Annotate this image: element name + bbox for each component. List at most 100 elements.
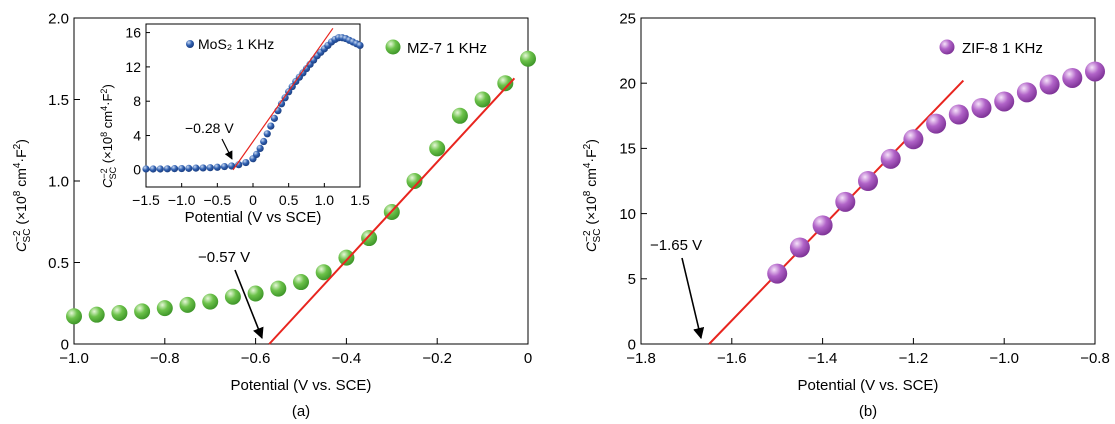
panel-b-frame bbox=[640, 17, 1096, 345]
inset-points bbox=[142, 34, 364, 173]
b-x-tick-label: −1.2 bbox=[899, 350, 929, 367]
i-x-tick-label: 1.0 bbox=[315, 192, 335, 208]
i-x-tick-label: 0 bbox=[249, 192, 257, 208]
b-data-point bbox=[1085, 61, 1105, 82]
panel-a-annotation-arrow bbox=[234, 269, 264, 340]
i-data-point bbox=[206, 164, 214, 172]
panel-a-annotation-label: −0.57 V bbox=[198, 249, 250, 266]
a-x-tick-label: −0.2 bbox=[422, 350, 452, 367]
a-data-point bbox=[451, 107, 468, 124]
a-x-tick-label: −0.8 bbox=[150, 350, 180, 367]
a-data-point bbox=[270, 280, 287, 297]
i-data-point bbox=[228, 162, 236, 170]
b-data-point bbox=[1062, 67, 1083, 88]
a-data-point bbox=[156, 300, 173, 317]
b-y-tick-label: 15 bbox=[619, 141, 636, 158]
a-data-point bbox=[179, 296, 196, 313]
a-x-tick-label: −0.6 bbox=[241, 350, 271, 367]
inset-annotation: −0.28 V bbox=[185, 120, 234, 160]
panel-a-chart: 0 0.5 1.0 1.5 2.0 −1.0 −0.8 −0.6 −0.4 −0.2 0 MZ-7… bbox=[12, 10, 536, 420]
panel-b-fit-line bbox=[708, 79, 965, 345]
panel-b-chart: 0 5 10 15 20 25 −1.8 −1.6 −1.4 −1.2 −1.0 −0.8 ZIF-… bbox=[582, 10, 1110, 420]
a-x-tick-label: −0.4 bbox=[332, 350, 362, 367]
b-data-point bbox=[1039, 74, 1060, 95]
b-data-point bbox=[812, 215, 833, 236]
a-y-tick-label: 1.0 bbox=[48, 173, 69, 190]
i-data-point bbox=[199, 164, 207, 172]
b-y-tick-label: 20 bbox=[619, 75, 636, 92]
inset-annotation-arrow bbox=[221, 138, 233, 160]
inset-annotation-label: −0.28 V bbox=[185, 120, 234, 136]
a-data-point bbox=[134, 303, 151, 320]
i-data-point bbox=[235, 161, 243, 169]
a-data-point bbox=[247, 285, 264, 302]
a-y-tick-label: 2.0 bbox=[48, 10, 69, 27]
i-data-point bbox=[270, 114, 278, 122]
i-data-point bbox=[242, 158, 250, 167]
a-y-tick-label: 0 bbox=[61, 336, 69, 353]
a-x-tick-label: 0 bbox=[524, 350, 532, 367]
inset-fit-line bbox=[232, 27, 334, 171]
panel-a-legend-label: MZ-7 1 KHz bbox=[407, 40, 487, 57]
b-data-point bbox=[789, 237, 810, 258]
i-data-point bbox=[192, 164, 200, 172]
b-data-point bbox=[994, 91, 1015, 112]
i-data-point bbox=[277, 100, 286, 108]
i-x-tick-label: 1.5 bbox=[350, 192, 370, 208]
b-x-tick-label: −1.6 bbox=[717, 350, 747, 367]
panel-a-y-axis-label: C−2SC (×108 cm4·F2) bbox=[12, 139, 33, 252]
i-data-point bbox=[256, 144, 264, 152]
i-data-point bbox=[178, 164, 186, 173]
i-data-point bbox=[220, 162, 229, 171]
panel-b-x-axis-label: Potential (V vs. SCE) bbox=[798, 377, 939, 394]
a-data-point bbox=[429, 140, 446, 157]
panel-b-points bbox=[767, 61, 1105, 284]
i-y-tick-label: 12 bbox=[125, 59, 141, 75]
inset-x-axis-label: Potential (V vs SCE) bbox=[185, 209, 322, 226]
panel-a-inset-chart: 0 4 8 12 16 −1.5 −1.0 −0.5 0 0.5 1.0 1.5 MoS₂ 1 KH… bbox=[99, 23, 370, 226]
b-data-point bbox=[835, 191, 856, 212]
b-data-point bbox=[926, 113, 947, 134]
panel-a-x-ticks: −1.0 −0.8 −0.6 −0.4 −0.2 0 bbox=[59, 338, 532, 367]
a-y-tick-label: 1.5 bbox=[48, 92, 69, 109]
i-data-point bbox=[170, 165, 179, 173]
i-data-point bbox=[356, 41, 364, 50]
i-y-tick-label: 4 bbox=[133, 127, 141, 143]
a-x-tick-label: −1.0 bbox=[59, 350, 89, 367]
i-data-point bbox=[156, 165, 164, 173]
panel-b-x-ticks: −1.8 −1.6 −1.4 −1.2 −1.0 −0.8 bbox=[626, 338, 1110, 367]
b-x-tick-label: −0.8 bbox=[1080, 350, 1110, 367]
panel-a-caption: (a) bbox=[292, 403, 310, 420]
a-data-point bbox=[361, 230, 378, 247]
inset-y-axis-label: C−2SC (×108 cm4·F2) bbox=[99, 84, 118, 188]
i-data-point bbox=[252, 150, 261, 158]
i-x-tick-label: −1.5 bbox=[132, 192, 160, 208]
b-data-point bbox=[948, 104, 969, 125]
a-data-point bbox=[224, 288, 241, 305]
a-data-point bbox=[338, 249, 355, 266]
i-data-point bbox=[260, 137, 268, 146]
i-x-tick-label: −1.0 bbox=[168, 192, 196, 208]
panel-a-legend: MZ-7 1 KHz bbox=[385, 39, 487, 57]
inset-legend: MoS₂ 1 KHz bbox=[186, 36, 274, 52]
panel-a-fit-line bbox=[268, 77, 516, 345]
panel-b-y-axis-label: C−2SC (×108 cm4·F2) bbox=[582, 139, 603, 252]
i-x-tick-label: −0.5 bbox=[204, 192, 232, 208]
a-data-point bbox=[474, 91, 491, 108]
b-data-point bbox=[858, 171, 878, 191]
panel-b-legend-label: ZIF-8 1 KHz bbox=[962, 40, 1043, 57]
i-y-tick-label: 16 bbox=[125, 24, 141, 40]
panel-a-points bbox=[66, 50, 536, 325]
i-data-point bbox=[185, 164, 193, 172]
b-data-point bbox=[767, 263, 788, 284]
b-y-tick-label: 5 bbox=[628, 271, 636, 288]
inset-y-ticks: 0 4 8 12 16 bbox=[125, 24, 150, 178]
inset-x-ticks: −1.5 −1.0 −0.5 0 0.5 1.0 1.5 bbox=[132, 183, 370, 208]
a-data-point bbox=[88, 306, 105, 323]
i-data-point bbox=[213, 163, 221, 171]
panel-b-y-ticks: 0 5 10 15 20 25 bbox=[619, 10, 647, 353]
panel-a-x-axis-label: Potential (V vs. SCE) bbox=[231, 377, 372, 394]
i-y-tick-label: 0 bbox=[133, 162, 141, 178]
i-x-tick-label: 0.5 bbox=[279, 192, 299, 208]
